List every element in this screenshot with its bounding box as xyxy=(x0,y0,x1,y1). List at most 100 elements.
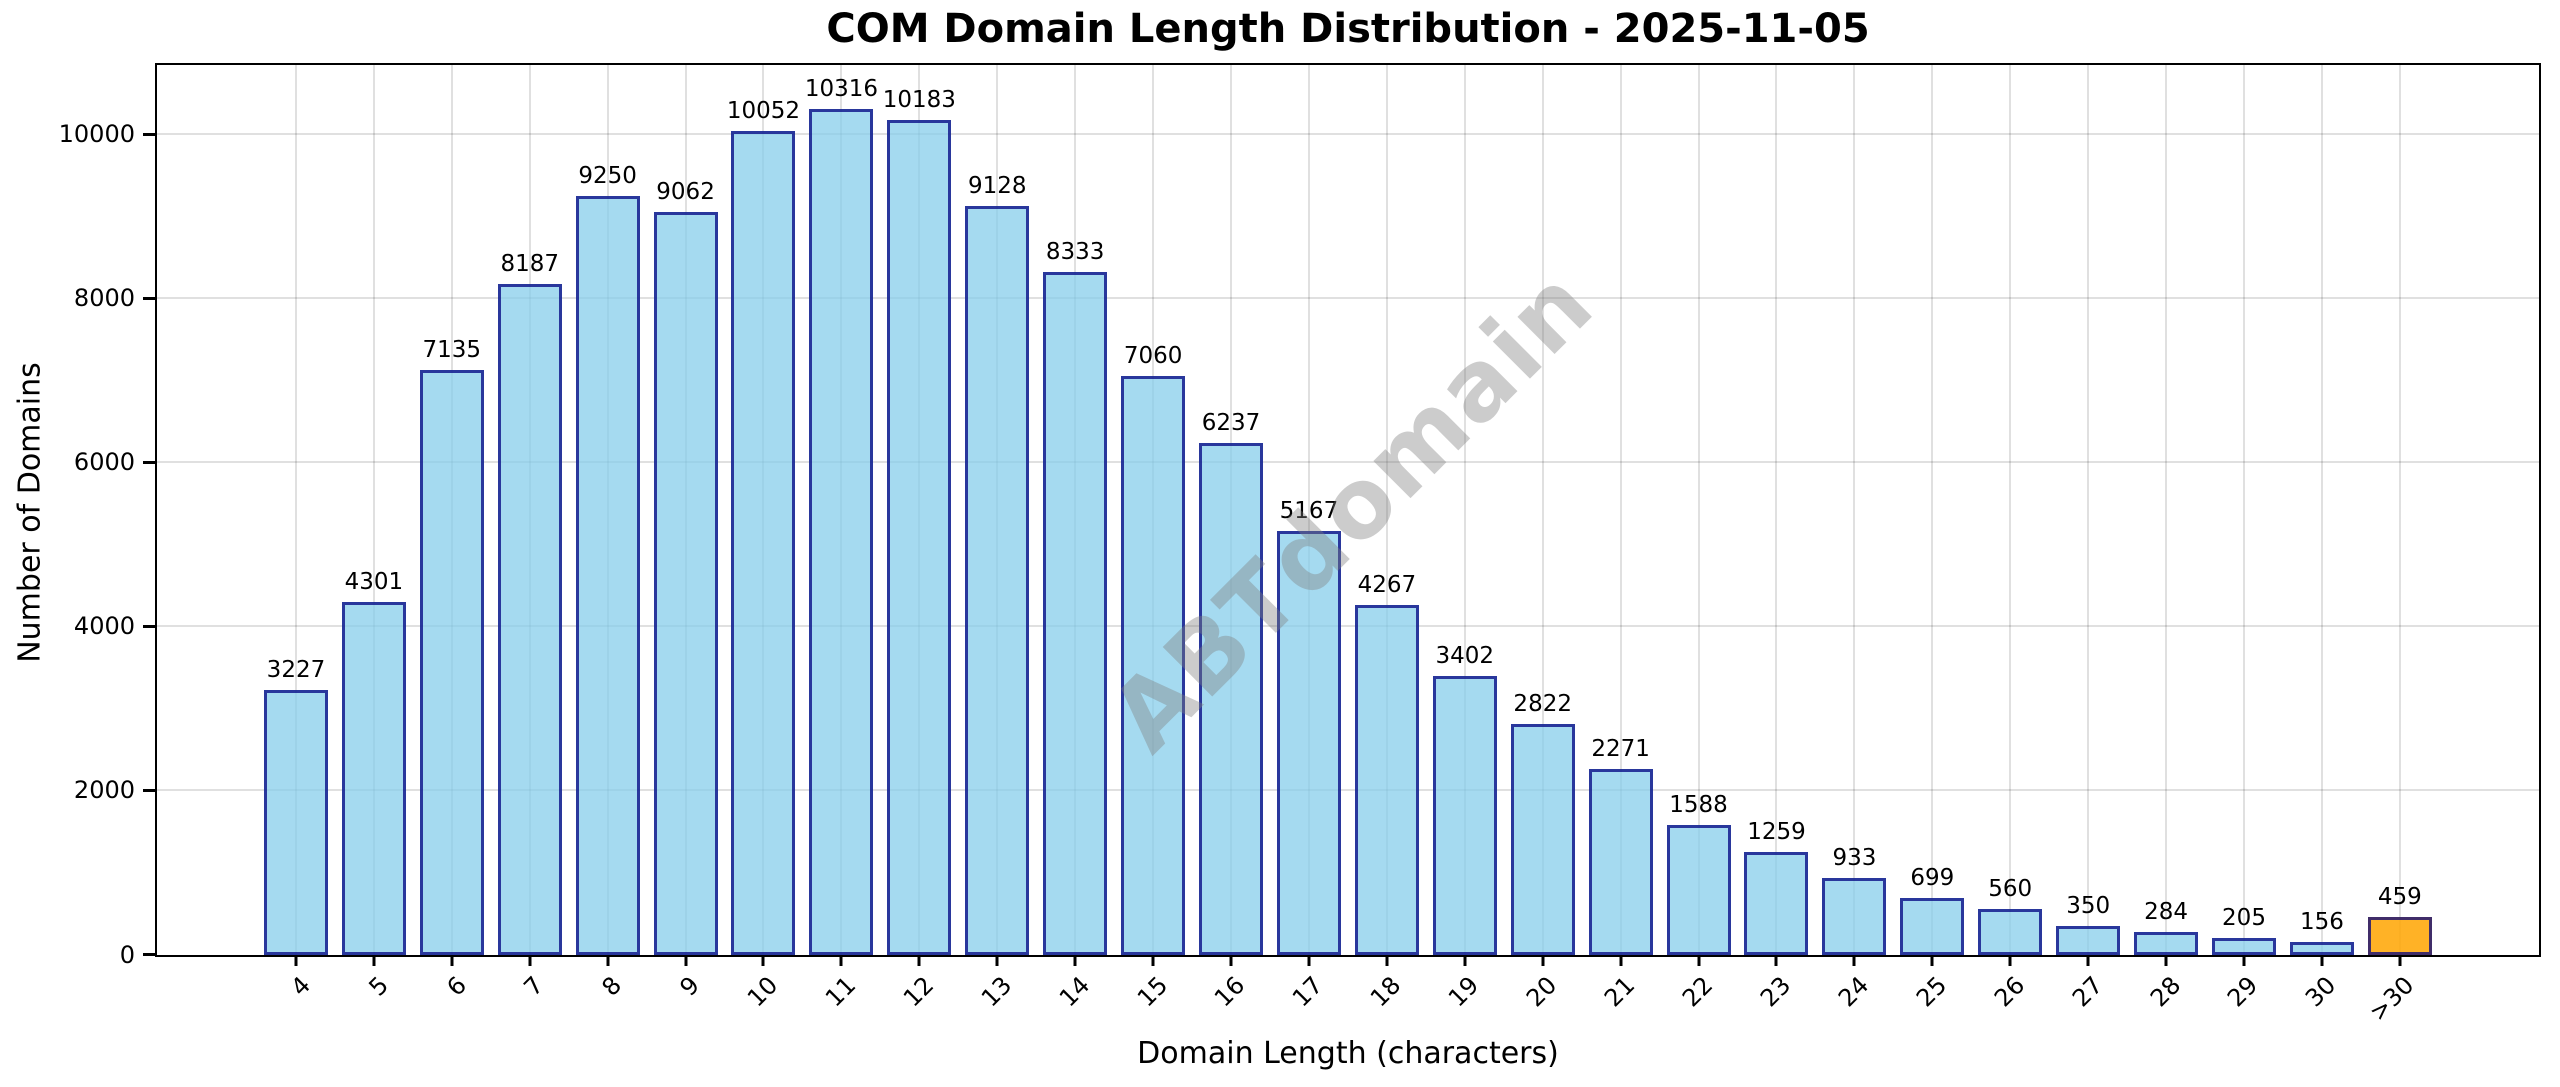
bar-value-label-17: 5167 xyxy=(1279,498,1339,524)
x-tick-label-21: 21 xyxy=(1599,971,1641,1013)
y-tick-label-0: 0 xyxy=(119,940,135,969)
h-gridline-8000 xyxy=(157,296,2539,299)
x-tick-mark-6 xyxy=(450,955,454,966)
bar-11 xyxy=(809,109,874,955)
x-tick-label-26: 26 xyxy=(1988,971,2031,1013)
bar-28 xyxy=(2134,932,2199,955)
bar-6 xyxy=(419,370,484,955)
bar-value-label-24: 933 xyxy=(1832,845,1877,871)
plot-area: 3227 4 4301 5 7135 6 8187 7 9250 8 9062 9 10052 10 103… xyxy=(155,63,2541,1027)
bar-20 xyxy=(1510,724,1575,955)
x-tick-mark-25 xyxy=(1930,955,1934,966)
bar-4 xyxy=(263,690,328,955)
bar-value-label-8: 9250 xyxy=(578,163,637,189)
x-tick-mark->30 xyxy=(2398,955,2402,966)
x-tick-mark-18 xyxy=(1385,955,1389,966)
v-gridline-22 xyxy=(1697,65,1700,955)
bar-slot-19: 3402 19 xyxy=(1426,65,1504,1012)
v-gridline-20 xyxy=(1541,65,1544,955)
bar-24 xyxy=(1822,878,1887,955)
v-gridline-23 xyxy=(1775,65,1778,955)
bar-slot-16: 6237 16 xyxy=(1192,65,1270,1012)
bar-17 xyxy=(1276,531,1341,955)
bar-slot-4: 3227 4 xyxy=(257,65,335,1002)
x-axis-label: Domain Length (characters) xyxy=(1137,1036,1559,1071)
bar-slot-30: 156 30 xyxy=(2283,65,2361,1012)
x-tick-mark-20 xyxy=(1541,955,1545,966)
bar-value-label-21: 2271 xyxy=(1591,736,1650,762)
bar-value-label-29: 205 xyxy=(2222,905,2266,931)
bar-slot-22: 1588 22 xyxy=(1660,65,1738,1012)
bar-slot->30: 459 >30 xyxy=(2361,65,2439,1027)
bar-7 xyxy=(497,284,562,955)
bar-15 xyxy=(1121,376,1186,955)
bar-value-label-14: 8333 xyxy=(1045,239,1105,265)
x-tick-label-6: 6 xyxy=(441,971,472,1002)
bar-value-label-25: 699 xyxy=(1910,865,1955,891)
bar-slot-29: 205 29 xyxy=(2205,65,2283,1012)
chart-title: COM Domain Length Distribution - 2025-11… xyxy=(826,6,1870,52)
x-tick-label-20: 20 xyxy=(1521,971,1563,1013)
bar-slot-6: 7135 6 xyxy=(413,65,491,1002)
bar->30 xyxy=(2367,917,2432,955)
h-gridline-10000 xyxy=(157,132,2539,135)
x-tick-mark-16 xyxy=(1229,955,1233,966)
v-gridline->30 xyxy=(2398,65,2401,955)
y-tick-label-6000: 6000 xyxy=(73,448,135,477)
bar-slot-20: 2822 20 xyxy=(1504,65,1582,1012)
x-tick-mark-23 xyxy=(1774,955,1778,966)
x-tick-mark-12 xyxy=(917,955,921,966)
bar-slot-14: 8333 14 xyxy=(1036,65,1114,1012)
bar-18 xyxy=(1354,605,1419,955)
x-tick-label-4: 4 xyxy=(285,971,316,1002)
bar-slot-10: 10052 10 xyxy=(725,65,803,1012)
x-tick-mark-30 xyxy=(2320,955,2324,966)
bar-16 xyxy=(1199,443,1264,955)
x-tick-label-29: 29 xyxy=(2222,971,2264,1013)
v-gridline-26 xyxy=(2009,65,2012,955)
x-tick-label->30: >30 xyxy=(2364,971,2420,1027)
y-tick-mark-4000 xyxy=(143,624,155,628)
bar-slot-23: 1259 23 xyxy=(1738,65,1816,1012)
bar-slot-7: 8187 7 xyxy=(491,65,569,1002)
v-gridline-27 xyxy=(2087,65,2090,955)
bar-value-label-4: 3227 xyxy=(266,657,326,683)
bar-slot-28: 284 28 xyxy=(2127,65,2205,1012)
x-tick-label-22: 22 xyxy=(1676,971,1719,1013)
bar-slot-8: 9250 8 xyxy=(569,65,647,1002)
bar-value-label-22: 1588 xyxy=(1669,792,1728,818)
x-tick-mark-13 xyxy=(995,955,999,966)
bar-slot-26: 560 26 xyxy=(1971,65,2049,1012)
bar-value-label-18: 4267 xyxy=(1357,572,1417,598)
bar-5 xyxy=(341,602,406,955)
bar-slot-5: 4301 5 xyxy=(335,65,413,1002)
bar-19 xyxy=(1432,676,1497,955)
v-gridline-28 xyxy=(2165,65,2168,955)
bar-value-label-19: 3402 xyxy=(1435,643,1495,669)
h-gridline-4000 xyxy=(157,624,2539,627)
v-gridline-19 xyxy=(1463,65,1466,955)
y-tick-mark-2000 xyxy=(143,788,155,792)
bar-slot-13: 9128 13 xyxy=(958,65,1036,1012)
bar-21 xyxy=(1588,769,1653,955)
x-tick-label-7: 7 xyxy=(518,971,550,1002)
x-tick-mark-21 xyxy=(1619,955,1623,966)
x-tick-mark-11 xyxy=(839,955,843,966)
bar-value-label-11: 10316 xyxy=(804,76,878,102)
v-gridline-29 xyxy=(2243,65,2245,955)
bar-14 xyxy=(1043,272,1108,955)
bar-13 xyxy=(965,206,1030,955)
x-tick-label-11: 11 xyxy=(819,971,862,1013)
y-tick-label-2000: 2000 xyxy=(73,776,135,805)
y-tick-mark-6000 xyxy=(143,460,155,464)
bar-slot-27: 350 27 xyxy=(2049,65,2127,1012)
y-tick-label-8000: 8000 xyxy=(73,284,135,313)
x-tick-mark-9 xyxy=(684,955,688,966)
bar-value-label-20: 2822 xyxy=(1513,691,1572,717)
bar-22 xyxy=(1666,825,1731,955)
bar-slot-17: 5167 17 xyxy=(1270,65,1348,1012)
v-gridline-30 xyxy=(2320,65,2323,955)
bars-row: 3227 4 4301 5 7135 6 8187 7 9250 8 9062 9 10052 10 103… xyxy=(157,65,2539,1027)
bar-value-label->30: 459 xyxy=(2377,884,2422,910)
